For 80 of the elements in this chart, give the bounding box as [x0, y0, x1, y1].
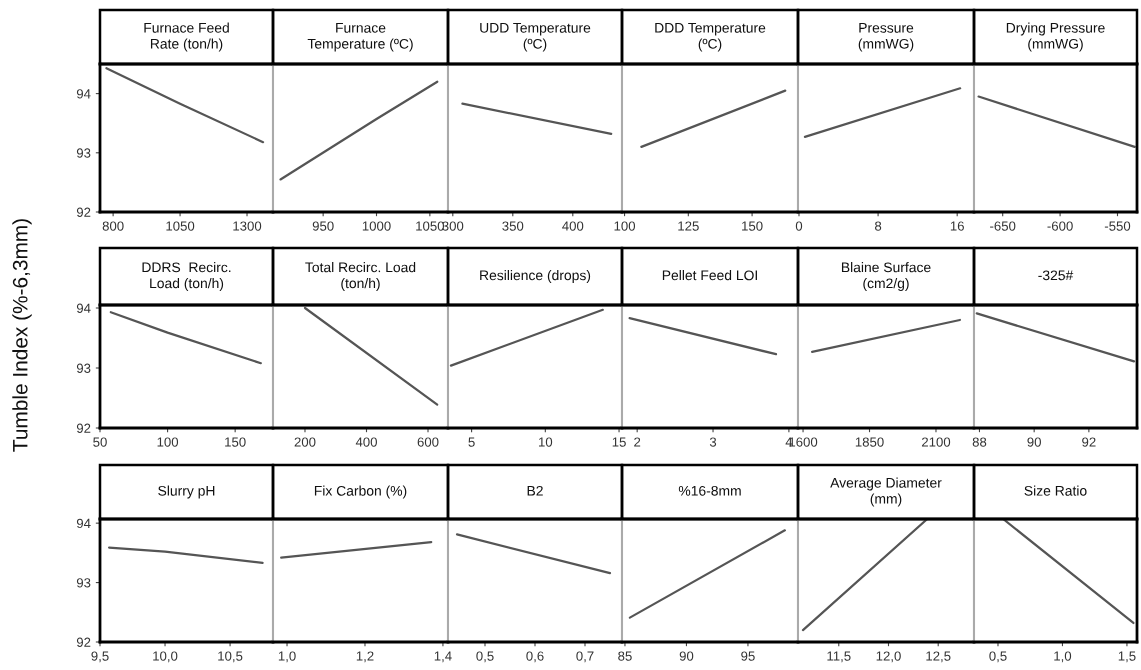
chart-title: Total Recirc. Load (ton/h) [305, 262, 416, 291]
chart-title: Fix Carbon (%) [314, 485, 407, 499]
y-tick-label: 93 [76, 363, 91, 373]
x-tick-label: 0,5 [476, 651, 494, 663]
x-tick-label: 12,0 [876, 651, 901, 663]
chart-title: UDD Temperature (ºC) [480, 23, 591, 52]
x-tick-label: 1,5 [1118, 651, 1136, 663]
y-tick-label: 93 [76, 148, 91, 158]
chart-title: %16-8mm [678, 485, 741, 496]
y-tick-label: 94 [76, 89, 91, 99]
x-tick-label: 1,0 [1054, 651, 1072, 663]
x-tick-label: 0,7 [576, 651, 594, 663]
x-tick-label: 0 [795, 221, 803, 231]
x-tick-label: 1300 [233, 221, 262, 231]
x-tick-label: 88 [972, 437, 987, 447]
chart-title: Drying Pressure (mmWG) [1006, 22, 1105, 52]
x-tick-label: -550 [1104, 221, 1131, 231]
x-tick-label: 200 [294, 437, 316, 447]
x-tick-label: 0,5 [989, 651, 1007, 663]
x-tick-label: 800 [102, 221, 124, 231]
x-tick-label: 10 [538, 437, 553, 447]
x-tick-label: 100 [157, 437, 179, 447]
x-tick-label: 1850 [855, 437, 884, 447]
x-tick-label: 92 [1082, 437, 1096, 447]
x-tick-label: 950 [312, 221, 334, 231]
x-tick-label: 2 [634, 437, 641, 447]
chart-title: DDD Temperature (ºC) [655, 23, 766, 52]
y-tick-label: 93 [76, 578, 91, 588]
x-tick-label: 9,5 [91, 651, 109, 663]
x-tick-label: 400 [355, 437, 377, 447]
x-tick-label: 8 [874, 221, 882, 231]
x-tick-label: 1,0 [278, 651, 296, 663]
x-tick-label: 16 [950, 221, 964, 231]
chart-title: -325# [1038, 270, 1074, 281]
x-tick-label: -650 [990, 221, 1016, 231]
x-tick-label: 95 [741, 651, 755, 661]
x-tick-label: 125 [678, 221, 699, 231]
chart-title: Average Diameter (mm) [830, 477, 942, 507]
x-tick-label: 100 [614, 221, 636, 231]
x-tick-label: 1050 [416, 221, 445, 231]
x-tick-label: 2100 [921, 437, 951, 447]
chart-title: Furnace Temperature (ºC) [307, 23, 413, 52]
chart-title: Size Ratio [1024, 485, 1087, 496]
x-tick-label: 90 [1027, 437, 1041, 447]
y-tick-label: 94 [76, 303, 91, 313]
chart-title: B2 [527, 485, 543, 496]
x-tick-label: 300 [442, 221, 464, 231]
x-tick-label: 1050 [166, 221, 195, 231]
x-tick-label: 11,5 [827, 651, 851, 663]
x-tick-label: 1,2 [356, 651, 374, 663]
x-tick-label: 0,6 [526, 651, 544, 663]
x-tick-label: 15 [612, 437, 626, 447]
y-tick-label: 94 [76, 518, 91, 529]
x-tick-label: 150 [225, 437, 246, 447]
x-tick-label: 10,5 [218, 651, 243, 663]
chart-title: DDRS Recirc. Load (ton/h) [142, 262, 231, 291]
x-tick-label: 350 [502, 221, 524, 231]
x-tick-label: 90 [679, 651, 694, 661]
x-tick-label: 3 [709, 437, 717, 447]
x-tick-label: 10,0 [153, 651, 178, 663]
x-tick-label: 1,4 [434, 651, 452, 663]
chart-title: Resilience (drops) [480, 270, 591, 283]
chart-title: Pressure (mmWG) [858, 23, 914, 52]
x-tick-label: 600 [417, 437, 439, 447]
x-tick-label: 150 [742, 221, 763, 231]
x-tick-label: 1000 [362, 221, 391, 231]
y-tick-label: 92 [76, 637, 91, 647]
chart-title: Slurry pH [158, 485, 215, 499]
y-tick-label: 92 [76, 207, 91, 217]
x-tick-label: 12,5 [926, 651, 951, 663]
x-tick-label: 85 [618, 651, 632, 661]
x-tick-label: 400 [562, 221, 584, 231]
x-tick-label: 50 [93, 437, 107, 447]
chart-title: Pellet Feed LOI [662, 270, 757, 281]
chart-title: Furnace Feed Rate (ton/h) [144, 22, 229, 52]
chart-title: Blaine Surface (cm2/g) [841, 262, 931, 291]
y-axis-title: Tumble Index (%-6,3mm) [12, 219, 32, 452]
x-tick-label: 5 [468, 437, 475, 447]
x-tick-label: -600 [1047, 221, 1073, 231]
y-tick-label: 92 [76, 423, 91, 433]
